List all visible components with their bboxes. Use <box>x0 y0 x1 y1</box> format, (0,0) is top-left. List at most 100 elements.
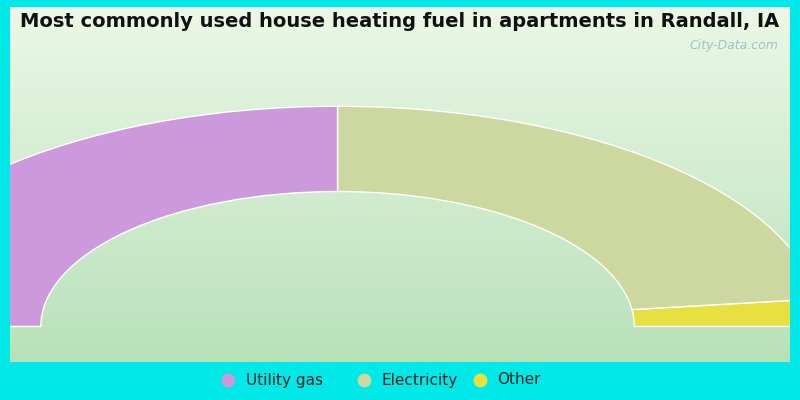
Bar <box>10 344 790 348</box>
Bar <box>10 326 790 330</box>
Bar <box>10 330 790 334</box>
Bar <box>10 220 790 224</box>
Bar <box>10 245 790 248</box>
Bar <box>10 152 790 156</box>
Bar <box>10 110 790 113</box>
Bar <box>10 39 790 42</box>
Bar <box>10 74 790 78</box>
Bar <box>10 334 790 337</box>
Bar <box>10 56 790 60</box>
Bar <box>10 145 790 149</box>
Bar <box>10 351 790 355</box>
Bar <box>10 288 790 291</box>
Bar <box>10 202 790 206</box>
Bar <box>10 213 790 216</box>
Bar <box>10 35 790 39</box>
Bar <box>10 248 790 252</box>
Bar <box>10 230 790 234</box>
Bar <box>10 96 790 99</box>
Bar <box>10 149 790 152</box>
Bar <box>10 167 790 170</box>
Bar <box>10 170 790 174</box>
Bar <box>10 32 790 35</box>
Bar <box>10 163 790 167</box>
Bar <box>10 92 790 96</box>
Text: Electricity: Electricity <box>382 372 458 388</box>
Bar <box>10 323 790 326</box>
Bar <box>10 188 790 192</box>
Bar <box>10 277 790 280</box>
Bar <box>10 206 790 209</box>
Bar <box>10 266 790 270</box>
Bar <box>10 135 790 138</box>
Bar <box>10 28 790 32</box>
Bar <box>10 341 790 344</box>
Bar <box>10 355 790 358</box>
Bar <box>10 99 790 103</box>
Bar <box>10 174 790 177</box>
Bar <box>10 81 790 85</box>
Bar <box>10 273 790 277</box>
Bar <box>10 319 790 323</box>
Bar <box>10 10 790 14</box>
Bar <box>10 192 790 195</box>
Bar <box>10 88 790 92</box>
Bar <box>10 124 790 128</box>
Wedge shape <box>0 106 338 326</box>
Bar <box>10 106 790 110</box>
Bar <box>10 24 790 28</box>
Bar <box>10 291 790 294</box>
Bar <box>10 71 790 74</box>
Bar <box>10 138 790 142</box>
Bar <box>10 21 790 24</box>
Bar <box>10 209 790 213</box>
Bar <box>10 284 790 288</box>
Bar <box>10 18 790 21</box>
Bar <box>10 348 790 351</box>
Text: Utility gas: Utility gas <box>246 372 322 388</box>
Bar <box>10 42 790 46</box>
Bar <box>10 14 790 18</box>
Bar <box>10 156 790 160</box>
Bar <box>10 7 790 10</box>
Bar <box>10 50 790 53</box>
Bar <box>10 67 790 71</box>
Bar <box>10 142 790 145</box>
Bar <box>10 302 790 305</box>
Bar <box>10 298 790 302</box>
Bar <box>10 78 790 81</box>
Bar <box>10 227 790 230</box>
Bar <box>10 64 790 67</box>
Bar <box>10 117 790 120</box>
Text: Other: Other <box>498 372 541 388</box>
Bar <box>10 252 790 256</box>
Bar <box>10 262 790 266</box>
Bar <box>10 270 790 273</box>
Bar <box>10 256 790 259</box>
Bar <box>10 184 790 188</box>
Bar <box>10 241 790 245</box>
Bar <box>10 234 790 238</box>
Bar <box>10 316 790 319</box>
Bar <box>10 120 790 124</box>
Bar <box>10 131 790 135</box>
Bar <box>10 216 790 220</box>
Bar <box>10 195 790 199</box>
Bar <box>10 337 790 341</box>
Bar <box>10 60 790 64</box>
Bar <box>10 358 790 362</box>
Bar <box>10 103 790 106</box>
Bar <box>10 224 790 227</box>
Bar <box>10 53 790 56</box>
Bar <box>10 305 790 309</box>
Bar <box>10 294 790 298</box>
Text: Most commonly used house heating fuel in apartments in Randall, IA: Most commonly used house heating fuel in… <box>20 12 780 31</box>
Bar <box>10 309 790 312</box>
Bar <box>10 113 790 117</box>
Bar <box>10 46 790 50</box>
Bar <box>10 181 790 184</box>
Bar <box>10 85 790 88</box>
Bar <box>10 259 790 262</box>
Wedge shape <box>632 299 800 326</box>
Bar <box>10 160 790 163</box>
